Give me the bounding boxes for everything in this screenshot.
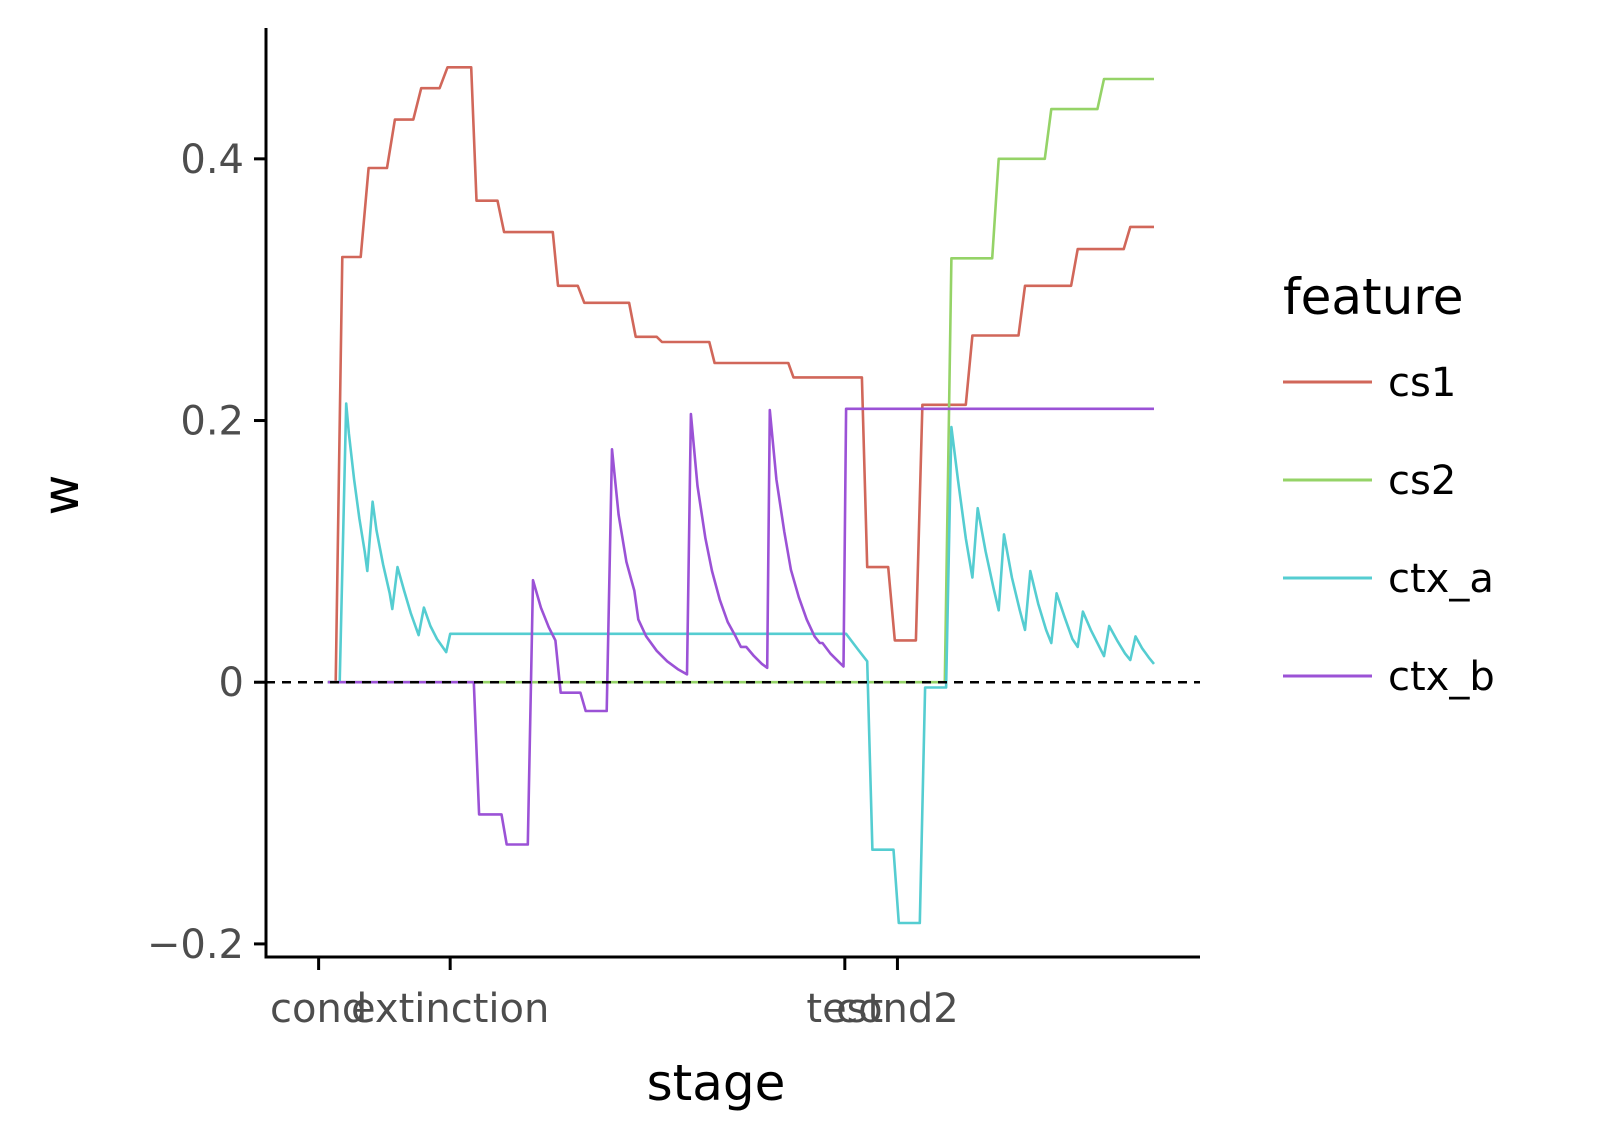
x-tick-label: cond2 [836, 986, 959, 1032]
series-line-cs2 [327, 77, 1154, 684]
x-tick-label: extinction [351, 986, 549, 1032]
legend: feature cs1 cs2 ctx_a ctx_b [1283, 268, 1495, 700]
x-tick-label: cond [270, 986, 367, 1032]
y-tick-label: 0.4 [180, 137, 244, 183]
series-line-ctx_a [327, 402, 1156, 925]
y-tick-label: 0 [219, 660, 244, 706]
y-axis-ticks: −0.2 0 0.2 0.4 [147, 137, 266, 968]
x-tick-label: test [806, 986, 883, 1032]
series-line-ctx_b [327, 407, 1154, 846]
series-line-cs1 [327, 66, 1154, 684]
y-tick-label: −0.2 [147, 922, 244, 968]
y-tick-label: 0.2 [180, 399, 244, 445]
x-axis-title: stage [647, 1054, 786, 1112]
series-layer [327, 66, 1156, 925]
legend-label-ctx_a: ctx_a [1388, 556, 1494, 602]
legend-title: feature [1283, 268, 1464, 326]
legend-label-ctx_b: ctx_b [1388, 654, 1495, 700]
legend-label-cs2: cs2 [1388, 458, 1456, 504]
y-axis-title: w [32, 475, 90, 516]
legend-label-cs1: cs1 [1388, 360, 1456, 406]
